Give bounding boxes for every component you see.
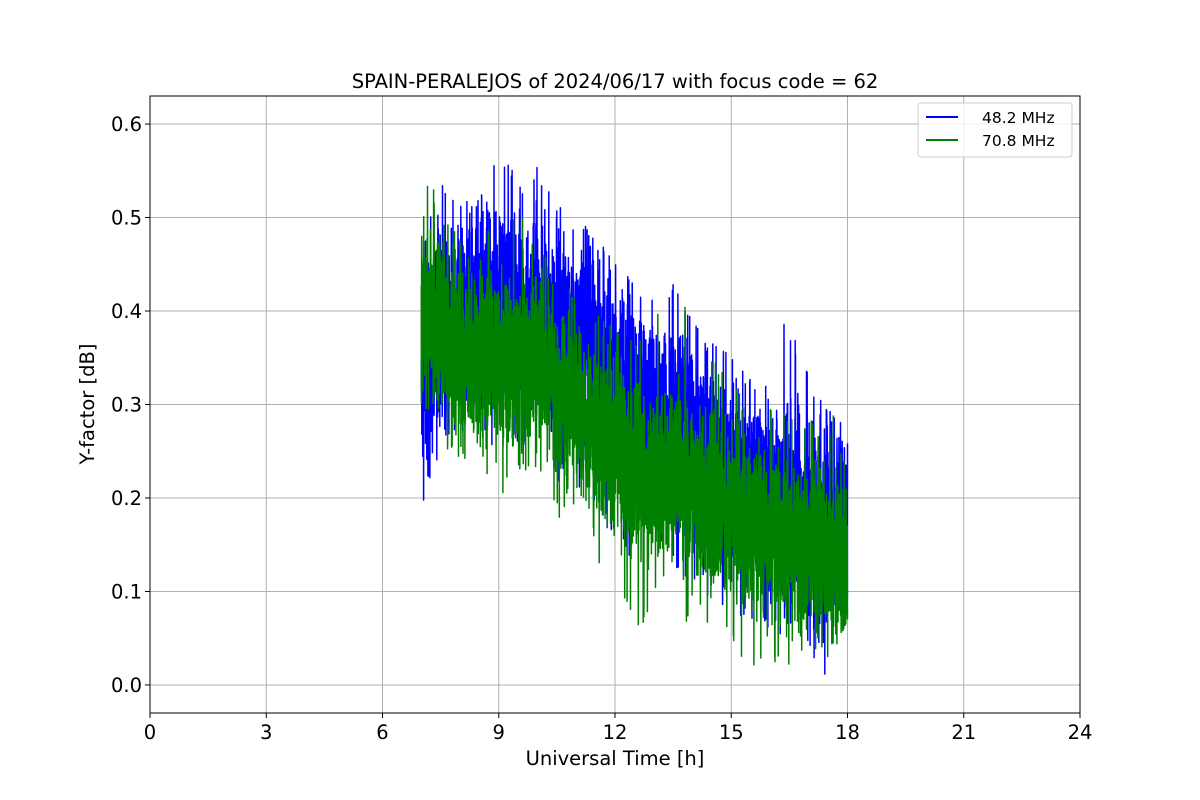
series-line-70mhz [420, 185, 849, 666]
series-layer [420, 164, 849, 675]
x-tick-label: 6 [376, 721, 388, 744]
x-tick-label: 24 [1068, 721, 1093, 744]
legend: 48.2 MHz 70.8 MHz [917, 102, 1073, 158]
y-tick-label: 0.1 [111, 580, 142, 603]
legend-label-48mhz: 48.2 MHz [982, 109, 1055, 127]
x-tick-label: 9 [493, 721, 505, 744]
y-tick-label: 0.6 [111, 113, 142, 136]
y-tick-label: 0.3 [111, 394, 142, 417]
y-axis-label: Y-factor [dB] [76, 344, 99, 466]
y-tick-label: 0.0 [111, 674, 142, 697]
y-tick-label: 0.4 [111, 300, 142, 323]
x-axis-label: Universal Time [h] [526, 747, 705, 770]
x-tick-label: 15 [719, 721, 744, 744]
tick-layer: 0 3 6 9 12 15 18 21 24 0.0 0.1 0.2 0.3 0.4 0.5 0.6 [111, 113, 1092, 744]
y-tick-label: 0.5 [111, 207, 142, 230]
x-tick-label: 0 [144, 721, 156, 744]
y-tick-label: 0.2 [111, 487, 142, 510]
x-tick-label: 12 [603, 721, 628, 744]
chart-title: SPAIN-PERALEJOS of 2024/06/17 with focus… [352, 70, 879, 93]
x-tick-label: 21 [951, 721, 976, 744]
x-tick-label: 3 [260, 721, 272, 744]
x-tick-label: 18 [835, 721, 860, 744]
legend-label-70mhz: 70.8 MHz [982, 132, 1055, 150]
